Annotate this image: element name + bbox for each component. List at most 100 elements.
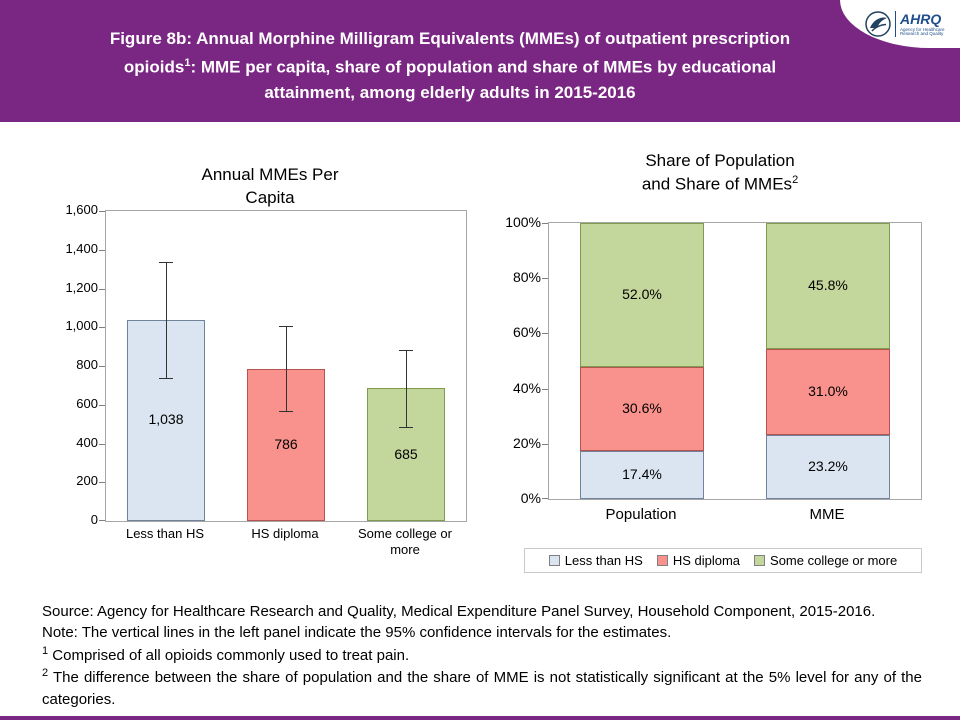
stack-segment [766,349,890,435]
y-axis-tick-mark [99,404,105,406]
per-capita-chart: Annual MMEs Per Capita 0 200 400 600 800 1,00… [60,158,480,598]
bar-value-label: 1,038 [148,411,184,428]
per-capita-chart-title: Annual MMEs Per Capita [60,164,480,210]
figure-title-text-2: : MME per capita, share of population an… [190,57,777,102]
y-axis-tick-mark [542,388,548,390]
legend-label: HS diploma [672,553,741,568]
y-axis-tick-label: 100% [505,214,541,230]
y-axis-tick-label: 40% [512,379,541,396]
share-title-line-2-text: and Share of MMEs [641,174,793,194]
segment-value-label: 31.0% [808,383,848,400]
footnote-2-text: The difference between the share of popu… [42,669,922,708]
x-axis-category-label: HS diploma [251,526,319,541]
share-title-superscript: 2 [792,173,799,186]
share-y-axis: 0% 20% 40% 60% 80% 100% [498,214,547,506]
ahrq-logo: AHRQ Agency for Healthcare Research and … [840,0,960,48]
share-title-line-1: Share of Population [645,151,795,170]
error-bar [405,349,407,428]
per-capita-title-line-2: Capita [245,187,295,207]
y-axis-tick-mark [99,288,105,290]
error-bar-cap-bottom [159,377,173,379]
y-axis-tick-label: 600 [76,395,98,411]
y-axis-tick-mark [542,443,548,445]
bar-value-label: 685 [394,445,418,462]
bar-value-label: 786 [274,435,298,452]
y-axis-tick-label: 200 [76,473,98,489]
y-axis-tick-mark [542,498,548,499]
y-axis-tick-label: 20% [512,434,541,451]
y-axis-tick-label: 400 [76,434,98,450]
y-axis-tick-mark [99,443,105,445]
per-capita-y-axis: 0 200 400 600 800 1,000 1,200 1,400 1,600 [60,203,104,527]
y-axis-tick-label: 1,200 [65,279,98,295]
y-axis-tick-mark [99,327,105,329]
y-axis-tick-label: 1,000 [65,318,98,334]
ahrq-logo-tagline: Agency for Healthcare Research and Quali… [900,26,945,36]
y-axis-tick-mark [99,211,105,212]
per-capita-plot: 1,038 786 685 [99,210,467,522]
segment-value-label: 23.2% [808,457,848,474]
share-plot: 17.4% 30.6% 52.0% 23.2% 31.0% 45.8% [542,222,922,500]
figure-title-superscript: 1 [184,57,191,69]
ahrq-logo-acronym: AHRQ [900,10,942,27]
y-axis-tick-mark [99,520,105,521]
stack-segment [580,366,704,451]
legend-item: Some college or more [754,553,897,568]
y-axis-tick-mark [542,333,548,335]
stack-segment [580,450,704,499]
y-axis-tick-mark [542,278,548,280]
source-note: Source: Agency for Healthcare Research a… [42,601,922,622]
ci-note: Note: The vertical lines in the left pan… [42,622,922,643]
legend-label: Some college or more [770,553,898,568]
share-chart: Share of Population and Share of MMEs2 0… [498,144,942,614]
y-axis-tick-mark [542,223,548,224]
segment-value-label: 30.6% [622,399,662,416]
y-axis-tick-label: 60% [512,324,541,341]
error-bar [165,262,167,379]
share-x-labels: Population MME [548,506,920,550]
x-axis-category-label: MME [809,506,845,523]
legend-item: HS diploma [656,553,741,568]
source-note-text: Source: Agency for Healthcare Research a… [42,603,876,620]
ahrq-logo-text: AHRQ Agency for Healthcare Research and … [900,12,954,37]
share-title-line-2: and Share of MMEs2 [498,173,942,197]
y-axis-tick-label: 80% [512,269,541,286]
legend-label: Less than HS [564,553,643,568]
stack-segment [766,223,890,350]
y-axis-tick-label: 800 [76,357,98,372]
bottom-accent-bar [0,716,960,720]
y-axis-tick-label: 0 [90,512,98,527]
share-chart-title: Share of Population and Share of MMEs2 [498,150,942,197]
hhs-eagle-icon [865,11,891,37]
y-axis-tick-label: 1,600 [65,202,98,217]
per-capita-title-line-1: Annual MMEs Per [201,165,339,184]
error-bar-cap-top [399,349,413,351]
y-axis-tick-label: 0% [520,490,541,506]
error-bar-cap-top [279,326,293,328]
error-bar-cap-top [159,262,173,264]
per-capita-x-labels: Less than HS HS diploma Some college or mo… [105,526,465,570]
footnote-1-text: Comprised of all opioids commonly used t… [48,646,410,664]
footnote-1-superscript: 1 [42,644,49,657]
stack-segment [766,434,890,499]
footnote-2-superscript: 2 [42,667,49,680]
stack-segment [580,223,704,367]
ci-note-text: Note: The vertical lines in the left pan… [42,624,672,642]
legend-swatch [754,555,766,566]
figure-title: Figure 8b: Annual Morphine Milligram Equ… [85,0,815,105]
x-axis-category-label: Population [605,506,677,523]
x-axis-category-label: Some college or more [358,526,452,558]
footnote-1: 1 Comprised of all opioids commonly used… [42,644,922,666]
segment-value-label: 52.0% [622,285,662,302]
legend-swatch [656,555,668,566]
error-bar [285,326,287,412]
legend-item: Less than HS [548,553,643,568]
legend-swatch [548,555,560,566]
figure-title-text-1: Figure 8b: Annual Morphine Milligram Equ… [109,29,791,77]
footnotes: Source: Agency for Healthcare Research a… [42,601,922,710]
y-axis-tick-mark [99,482,105,484]
share-legend: Less than HS HS diploma Some college or mo… [524,548,922,573]
segment-value-label: 45.8% [808,277,848,294]
header-banner: Figure 8b: Annual Morphine Milligram Equ… [0,0,960,122]
